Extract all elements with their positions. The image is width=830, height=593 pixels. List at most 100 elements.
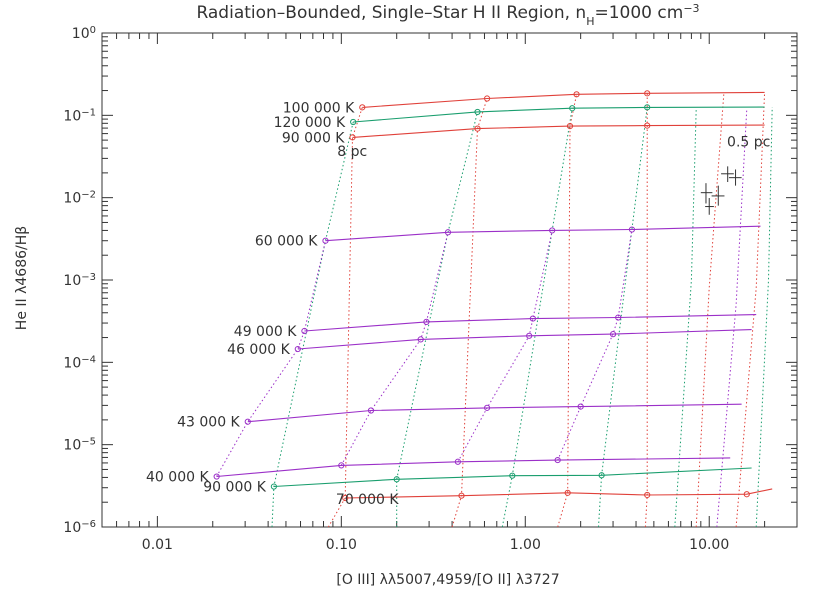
series-point	[549, 227, 556, 234]
y-tick-label: 10−6	[63, 519, 96, 537]
series-label: 120 000 K	[274, 115, 346, 131]
chart-title-mid: =1000 cm	[594, 3, 683, 23]
x-tick-label: 10.00	[689, 537, 729, 553]
series-point	[573, 91, 580, 98]
series-line	[297, 329, 752, 350]
series-point	[342, 494, 349, 502]
series-point	[577, 403, 584, 410]
series-line	[325, 225, 761, 242]
radius-line	[271, 121, 354, 528]
chart-title-sub: H	[586, 15, 594, 28]
series-point	[349, 134, 356, 141]
radius-line	[501, 108, 573, 528]
series-label: 46 000 K	[227, 342, 290, 358]
series-line	[362, 91, 765, 108]
series-point	[393, 476, 400, 483]
series-label: 49 000 K	[234, 324, 297, 340]
radius-line	[340, 232, 449, 466]
plot-layer: 0.01 0.10 1.00 10.00 10−6 10−5 10−4 10−3 10−2 10−…	[63, 25, 798, 553]
annotation-label: 0.5 pc	[727, 134, 770, 150]
series-line	[216, 457, 731, 478]
radius-line	[396, 111, 478, 527]
series-point	[301, 327, 308, 335]
series-point	[454, 458, 461, 465]
radius-line	[644, 93, 648, 528]
series-label: 100 000 K	[283, 100, 355, 116]
series-point	[598, 472, 605, 479]
series-point	[367, 407, 375, 414]
series-point	[213, 473, 220, 480]
radius-line	[598, 107, 648, 528]
x-axis-label: [O III] λλ5007,4959/[O II] λ3727	[336, 572, 559, 588]
y-axis-label: He II λ4686/Hβ	[14, 226, 30, 330]
series-point	[569, 105, 576, 112]
series-point	[338, 462, 345, 469]
radius-line	[716, 108, 748, 528]
y-tick-label: 10−4	[63, 354, 96, 372]
series-line	[304, 314, 757, 332]
radius-line	[327, 107, 363, 528]
series-point	[743, 491, 750, 498]
series-point	[444, 229, 452, 236]
series-point	[270, 483, 278, 490]
series-label: 40 000 K	[146, 470, 209, 486]
series-point	[359, 104, 366, 111]
series-point	[458, 492, 465, 499]
series-point	[509, 472, 516, 479]
series-point	[350, 118, 357, 126]
radius-line	[755, 107, 773, 528]
series-label: 90 000 K	[203, 480, 266, 496]
series-point	[417, 336, 424, 343]
series-point	[423, 318, 430, 325]
chart-title-sup: −3	[683, 2, 699, 15]
series-point	[644, 104, 651, 111]
y-tick-label: 10−1	[63, 107, 96, 125]
series-point	[526, 332, 533, 339]
series-line	[273, 467, 752, 488]
y-tick-label: 100	[72, 25, 96, 43]
radius-line	[557, 229, 633, 461]
series-point	[564, 489, 571, 496]
series-point	[609, 331, 617, 338]
radius-line	[674, 108, 697, 528]
annotation-label: 8 pc	[337, 144, 367, 160]
series-point	[244, 418, 251, 425]
y-tick-label: 10−5	[63, 436, 96, 454]
radius-line	[451, 98, 488, 528]
series-point	[628, 226, 636, 233]
series-point	[554, 456, 561, 464]
series-point	[644, 90, 651, 97]
chart-title: Radiation–Bounded, Single–Star H II Regi…	[196, 2, 699, 28]
x-tick-label: 0.10	[326, 537, 357, 553]
radius-line	[695, 94, 725, 528]
series-label: 70 000 K	[336, 492, 399, 508]
y-tick-label: 10−2	[63, 189, 96, 207]
series-point	[483, 404, 491, 411]
series-point	[483, 95, 491, 102]
radius-line	[557, 94, 578, 528]
radius-line	[216, 240, 326, 477]
series-label: 90 000 K	[282, 130, 345, 146]
series-point	[529, 315, 536, 322]
series-point	[615, 314, 622, 321]
chart-title-main: Radiation–Bounded, Single–Star H II Regi…	[196, 3, 586, 23]
series-point	[474, 108, 481, 116]
radius-line	[457, 230, 553, 463]
series-point	[294, 345, 301, 353]
series-point	[322, 237, 329, 244]
x-tick-label: 1.00	[510, 537, 541, 553]
series-line	[352, 124, 765, 138]
series-point	[644, 122, 651, 129]
series-line	[353, 106, 765, 123]
series-point	[566, 122, 574, 130]
x-tick-label: 0.01	[142, 537, 173, 553]
y-tick-label: 10−3	[63, 272, 96, 290]
series-label: 43 000 K	[177, 415, 240, 431]
series-point	[644, 491, 651, 499]
radius-line	[735, 92, 766, 528]
series-point	[474, 125, 481, 132]
series-line	[345, 488, 773, 499]
series-label: 60 000 K	[255, 234, 318, 250]
series-line	[247, 403, 742, 423]
